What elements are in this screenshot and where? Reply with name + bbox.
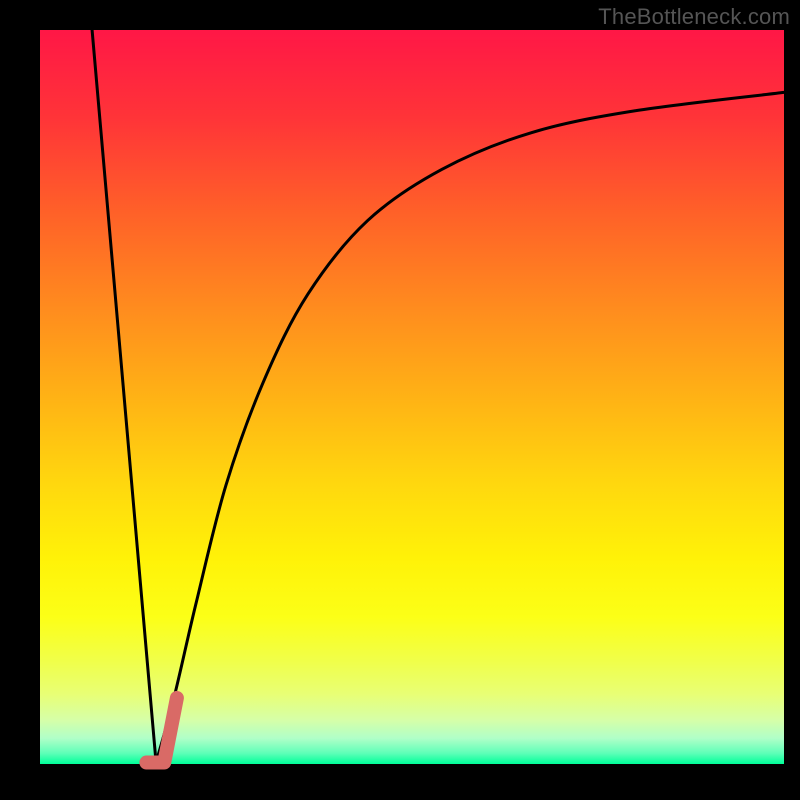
watermark-text: TheBottleneck.com [598, 4, 790, 30]
chart-background [40, 30, 784, 764]
chart-container: TheBottleneck.com [0, 0, 800, 800]
bottleneck-chart [0, 0, 800, 800]
